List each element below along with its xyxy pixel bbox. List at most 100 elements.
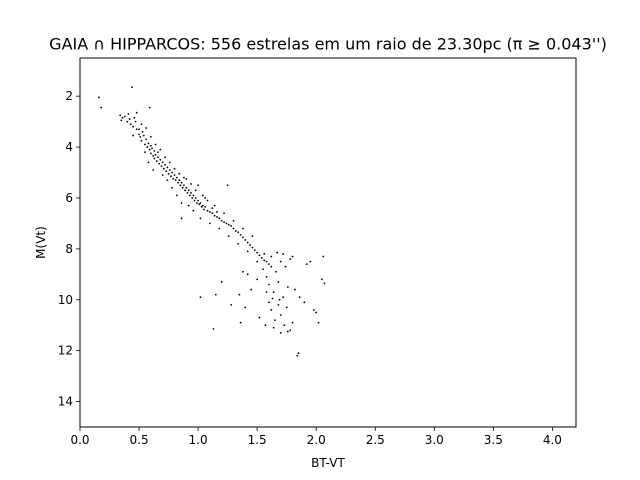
- data-point: [223, 221, 225, 224]
- data-point: [204, 197, 207, 199]
- data-point: [164, 156, 166, 159]
- data-point: [246, 241, 249, 244]
- data-point: [242, 227, 244, 230]
- data-point: [253, 249, 256, 252]
- data-point: [297, 352, 300, 355]
- data-point: [164, 163, 166, 166]
- data-point: [185, 186, 188, 189]
- data-point: [291, 321, 294, 324]
- data-point: [186, 191, 189, 194]
- data-point: [153, 157, 156, 160]
- data-point: [171, 171, 174, 174]
- data-point: [211, 207, 214, 210]
- data-point: [294, 288, 296, 291]
- data-point: [279, 314, 282, 316]
- data-point: [260, 256, 263, 259]
- data-point: [230, 225, 233, 227]
- x-tick-label: 0.5: [130, 433, 149, 447]
- data-point: [183, 184, 185, 187]
- data-point: [216, 211, 218, 213]
- data-point: [178, 172, 181, 175]
- data-point: [100, 106, 103, 109]
- data-point: [279, 260, 282, 263]
- data-point: [184, 189, 187, 192]
- data-point: [225, 222, 228, 225]
- data-point: [276, 251, 279, 254]
- y-tick-label: 2: [65, 89, 73, 103]
- data-point: [271, 297, 274, 300]
- data-point: [226, 184, 229, 187]
- data-point: [232, 219, 235, 222]
- data-point: [165, 170, 168, 173]
- data-point: [191, 197, 194, 199]
- data-point: [289, 258, 292, 260]
- data-point: [209, 222, 211, 225]
- data-point: [144, 151, 146, 154]
- y-tick-label: 10: [58, 293, 73, 307]
- x-tick-label: 2.0: [307, 433, 326, 447]
- data-point: [149, 135, 152, 138]
- data-point: [154, 153, 157, 156]
- x-tick-label: 1.5: [248, 433, 267, 447]
- data-point: [155, 160, 158, 162]
- data-point: [211, 212, 214, 215]
- data-point: [213, 204, 216, 207]
- data-point: [147, 161, 150, 164]
- data-point: [135, 111, 138, 114]
- data-point: [126, 120, 129, 123]
- data-point: [234, 230, 237, 232]
- data-point: [161, 174, 164, 176]
- data-point: [147, 142, 150, 145]
- data-point: [175, 194, 178, 197]
- data-point: [140, 123, 143, 126]
- x-axis-label: BT-VT: [311, 456, 345, 470]
- data-point: [159, 148, 162, 151]
- y-tick-label: 14: [58, 395, 73, 409]
- data-point: [179, 184, 182, 187]
- data-point: [277, 281, 280, 283]
- ticks-layer: 0.0 0.5 1.0 1.5 2.0 2.5 3.0 3.5 4.0 2 4 6 8 10 12 14: [58, 89, 562, 447]
- data-point: [140, 139, 143, 142]
- data-point: [201, 194, 204, 197]
- data-point: [216, 216, 218, 218]
- data-point: [166, 166, 169, 169]
- data-point: [148, 106, 151, 109]
- data-point: [171, 186, 174, 189]
- data-point: [199, 296, 202, 299]
- data-point: [168, 161, 171, 164]
- data-point: [279, 331, 282, 334]
- data-point: [251, 246, 254, 249]
- data-point: [183, 176, 185, 179]
- data-point: [160, 165, 163, 168]
- data-point: [321, 278, 323, 281]
- data-point: [197, 199, 200, 202]
- data-point: [190, 191, 192, 194]
- data-point: [192, 194, 195, 197]
- data-point: [194, 197, 197, 199]
- data-point: [200, 205, 203, 208]
- data-point: [218, 227, 221, 230]
- data-point: [278, 298, 281, 301]
- data-point: [180, 217, 183, 220]
- data-point: [152, 169, 155, 171]
- data-point: [188, 194, 191, 197]
- data-point: [153, 149, 156, 152]
- data-point: [286, 330, 289, 333]
- data-point: [289, 329, 292, 332]
- y-axis-label: M(Vt): [34, 226, 48, 259]
- data-point: [282, 296, 285, 299]
- x-tick-label: 0.0: [70, 433, 89, 447]
- data-point: [263, 259, 266, 262]
- data-point: [258, 316, 261, 319]
- data-point: [270, 309, 273, 311]
- data-point: [177, 181, 179, 184]
- data-point: [315, 311, 318, 314]
- data-point: [256, 260, 259, 263]
- data-point: [175, 176, 178, 179]
- data-point: [298, 296, 301, 299]
- data-point: [214, 293, 217, 296]
- data-point: [199, 202, 202, 204]
- data-point: [120, 119, 123, 122]
- data-point: [174, 179, 177, 182]
- plot-frame: [79, 57, 577, 428]
